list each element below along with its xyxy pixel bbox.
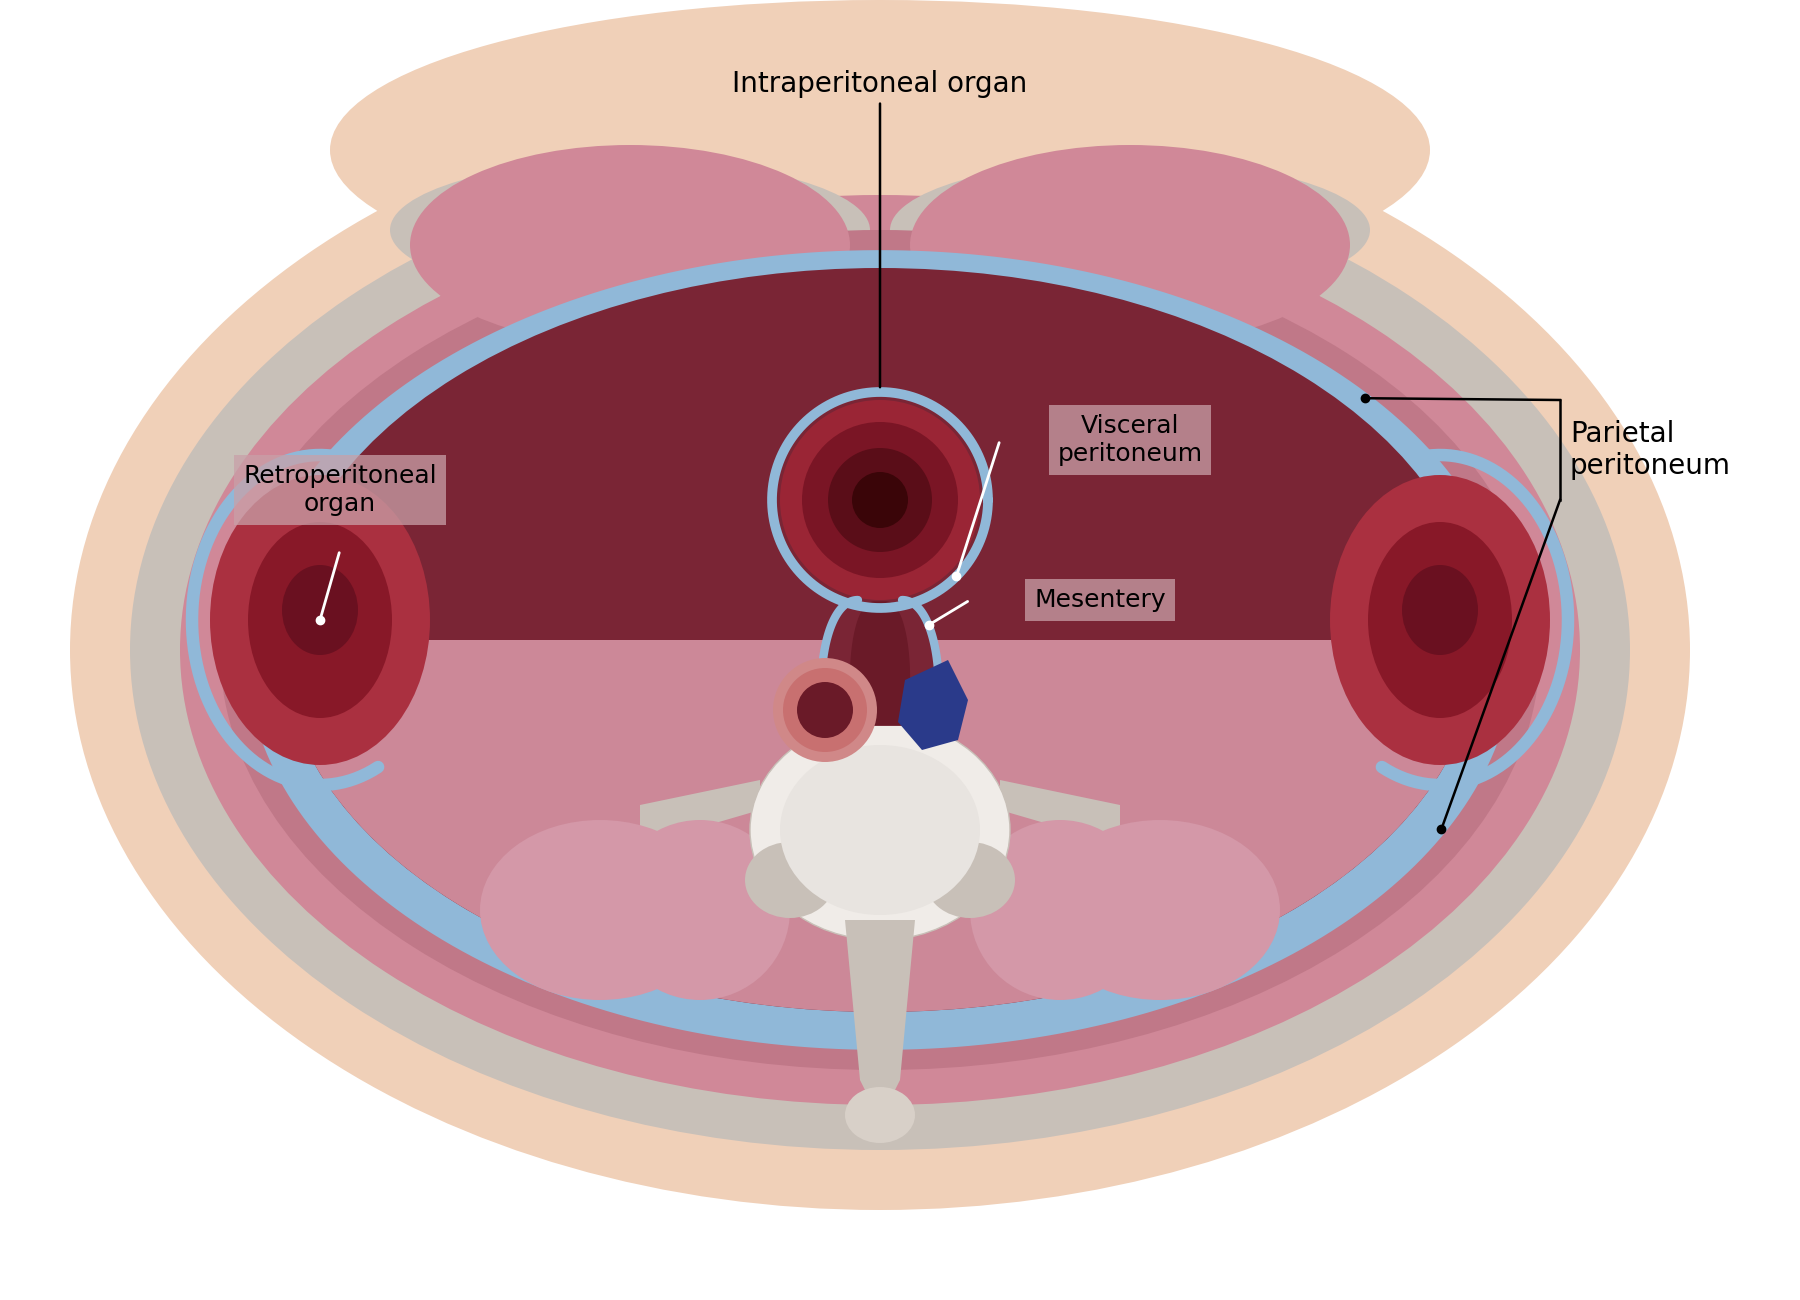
Ellipse shape	[180, 195, 1580, 1105]
Ellipse shape	[130, 150, 1631, 1150]
Ellipse shape	[329, 0, 1429, 300]
Ellipse shape	[1040, 820, 1280, 1000]
Ellipse shape	[751, 720, 1010, 940]
Ellipse shape	[970, 820, 1150, 1000]
Ellipse shape	[610, 820, 790, 1000]
Text: Intraperitoneal organ: Intraperitoneal organ	[733, 70, 1028, 387]
Text: Retroperitoneal
organ: Retroperitoneal organ	[243, 464, 437, 516]
Ellipse shape	[779, 400, 979, 601]
Polygon shape	[1001, 780, 1120, 845]
Ellipse shape	[925, 842, 1015, 918]
Ellipse shape	[889, 160, 1370, 300]
Ellipse shape	[844, 1087, 914, 1143]
Polygon shape	[844, 920, 914, 1121]
Polygon shape	[898, 660, 968, 750]
Polygon shape	[281, 640, 1480, 1011]
Ellipse shape	[283, 566, 358, 655]
Polygon shape	[821, 601, 940, 725]
Ellipse shape	[481, 820, 720, 1000]
Ellipse shape	[410, 146, 850, 344]
Ellipse shape	[911, 146, 1350, 344]
Ellipse shape	[851, 472, 907, 528]
Ellipse shape	[772, 658, 877, 762]
Text: Visceral
peritoneum: Visceral peritoneum	[1057, 415, 1202, 465]
Ellipse shape	[220, 230, 1541, 1070]
Ellipse shape	[250, 255, 1510, 1045]
Ellipse shape	[211, 474, 430, 764]
Ellipse shape	[779, 745, 979, 915]
Text: Parietal
peritoneum: Parietal peritoneum	[1570, 420, 1732, 480]
Ellipse shape	[248, 523, 392, 718]
Ellipse shape	[745, 842, 835, 918]
Ellipse shape	[391, 160, 869, 300]
Polygon shape	[641, 780, 760, 845]
Polygon shape	[851, 602, 909, 725]
Ellipse shape	[821, 829, 940, 929]
Ellipse shape	[1330, 474, 1550, 764]
Ellipse shape	[1368, 523, 1512, 718]
Text: Mesentery: Mesentery	[1035, 588, 1166, 612]
Ellipse shape	[281, 268, 1480, 1011]
Ellipse shape	[70, 90, 1690, 1210]
Ellipse shape	[783, 668, 868, 751]
Ellipse shape	[803, 422, 958, 578]
Ellipse shape	[828, 448, 932, 552]
Ellipse shape	[1402, 566, 1478, 655]
Ellipse shape	[797, 682, 853, 738]
